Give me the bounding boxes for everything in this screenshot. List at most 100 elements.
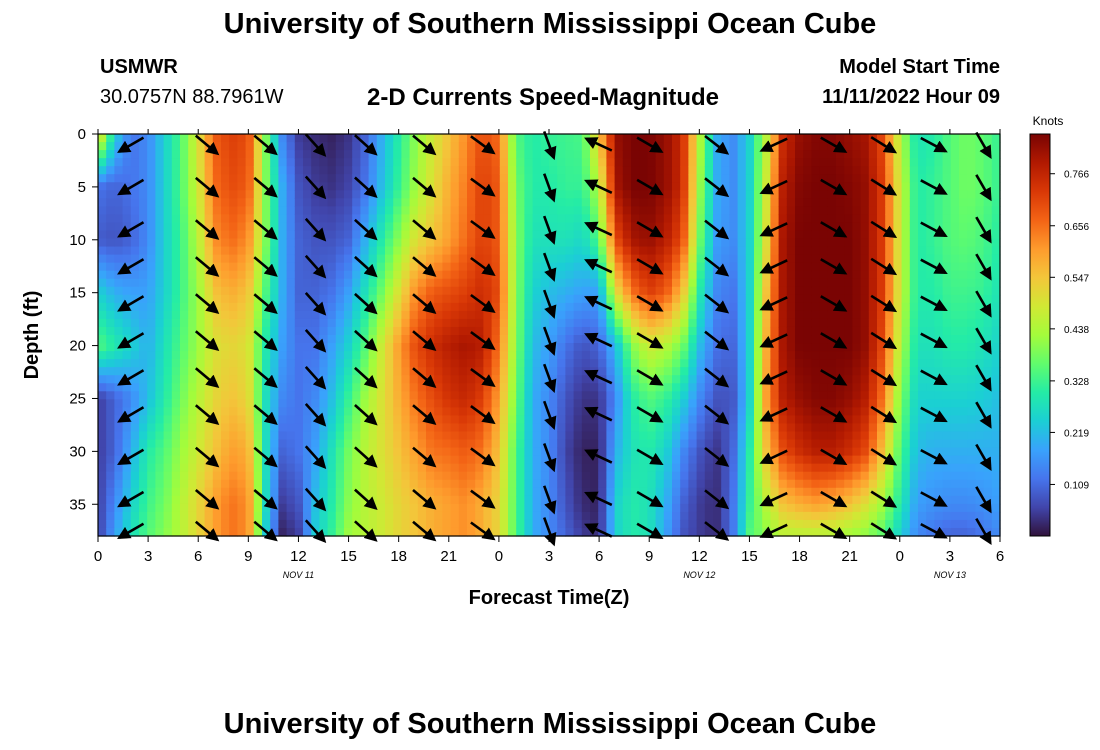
- heatmap-cell: [729, 230, 739, 240]
- heatmap-cell: [319, 439, 329, 449]
- heatmap-cell: [647, 471, 657, 481]
- heatmap-cell: [385, 326, 394, 336]
- heatmap-cell: [590, 399, 599, 408]
- heatmap-cell: [360, 254, 370, 264]
- heatmap-cell: [622, 142, 632, 151]
- heatmap-cell: [499, 375, 509, 384]
- heatmap-cell: [524, 206, 534, 215]
- heatmap-cell: [827, 294, 837, 304]
- heatmap-cell: [795, 158, 804, 167]
- heatmap-cell: [672, 487, 681, 497]
- heatmap-cell: [163, 222, 173, 232]
- heatmap-cell: [893, 198, 903, 207]
- heatmap-cell: [729, 479, 739, 489]
- heatmap-cell: [114, 214, 124, 224]
- heatmap-cell: [442, 310, 452, 320]
- heatmap-cell: [139, 471, 148, 481]
- heatmap-cell: [909, 166, 919, 175]
- heatmap-cell: [713, 294, 722, 304]
- heatmap-cell: [139, 431, 148, 441]
- heatmap-cell: [721, 318, 730, 328]
- heatmap-cell: [253, 375, 263, 384]
- heatmap-cell: [704, 335, 714, 344]
- heatmap-cell: [270, 310, 279, 320]
- heatmap-cell: [385, 463, 394, 473]
- heatmap-cell: [122, 463, 132, 473]
- heatmap-cell: [385, 415, 394, 425]
- heatmap-cell: [885, 166, 894, 175]
- heatmap-cell: [344, 262, 353, 272]
- heatmap-cell: [442, 447, 452, 457]
- heatmap-cell: [614, 230, 624, 240]
- heatmap-cell: [737, 246, 747, 256]
- heatmap-cell: [581, 399, 591, 408]
- heatmap-cell: [614, 367, 624, 376]
- heatmap-cell: [458, 463, 468, 473]
- heatmap-cell: [147, 222, 156, 232]
- heatmap-cell: [450, 278, 460, 288]
- heatmap-cell: [467, 439, 476, 449]
- heatmap-cell: [327, 495, 337, 505]
- heatmap-cell: [106, 503, 115, 513]
- heatmap-cell: [663, 270, 673, 280]
- heatmap-cell: [196, 423, 206, 433]
- heatmap-cell: [672, 383, 681, 392]
- heatmap-cell: [253, 214, 263, 224]
- heatmap-cell: [385, 367, 394, 376]
- heatmap-cell: [762, 206, 771, 215]
- heatmap-cell: [368, 246, 378, 256]
- heatmap-cell: [622, 471, 632, 481]
- heatmap-cell: [278, 174, 288, 183]
- heatmap-cell: [319, 238, 329, 248]
- heatmap-cell: [278, 479, 288, 489]
- heatmap-cell: [696, 238, 706, 248]
- heatmap-cell: [139, 439, 148, 449]
- heatmap-cell: [212, 310, 222, 320]
- heatmap-cell: [647, 326, 657, 336]
- heatmap-cell: [524, 455, 534, 465]
- heatmap-cell: [729, 214, 739, 224]
- heatmap-cell: [786, 447, 796, 457]
- heatmap-cell: [294, 198, 304, 207]
- heatmap-cell: [737, 230, 747, 240]
- heatmap-cell: [442, 326, 452, 336]
- heatmap-cell: [614, 254, 624, 264]
- heatmap-cell: [598, 399, 607, 408]
- heatmap-cell: [565, 166, 575, 175]
- heatmap-cell: [245, 230, 255, 240]
- heatmap-cell: [778, 431, 788, 441]
- heatmap-cell: [745, 142, 755, 151]
- heatmap-cell: [467, 351, 476, 360]
- heatmap-cell: [253, 302, 263, 312]
- heatmap-cell: [393, 399, 402, 408]
- heatmap-cell: [426, 431, 435, 441]
- heatmap-cell: [549, 431, 558, 441]
- heatmap-cell: [631, 351, 640, 360]
- heatmap-cell: [827, 391, 837, 400]
- heatmap-cell: [639, 399, 648, 408]
- heatmap-cell: [286, 471, 296, 481]
- heatmap-cell: [827, 495, 837, 505]
- heatmap-cell: [713, 519, 722, 529]
- heatmap-cell: [278, 495, 288, 505]
- heatmap-cell: [188, 423, 197, 433]
- heatmap-cell: [401, 351, 411, 360]
- heatmap-cell: [376, 479, 386, 489]
- heatmap-cell: [655, 198, 665, 207]
- heatmap-cell: [557, 359, 566, 368]
- heatmap-cell: [155, 519, 165, 529]
- heatmap-cell: [417, 310, 427, 320]
- heatmap-cell: [401, 335, 411, 344]
- heatmap-cell: [672, 367, 681, 376]
- heatmap-cell: [245, 294, 255, 304]
- heatmap-cell: [155, 479, 165, 489]
- heatmap-cell: [524, 511, 534, 521]
- heatmap-cell: [836, 519, 845, 529]
- heatmap-cell: [762, 447, 771, 457]
- heatmap-cell: [319, 254, 329, 264]
- heatmap-cell: [532, 302, 542, 312]
- heatmap-cell: [294, 254, 304, 264]
- heatmap-cell: [836, 254, 845, 264]
- heatmap-cell: [540, 270, 550, 280]
- heatmap-cell: [721, 206, 730, 215]
